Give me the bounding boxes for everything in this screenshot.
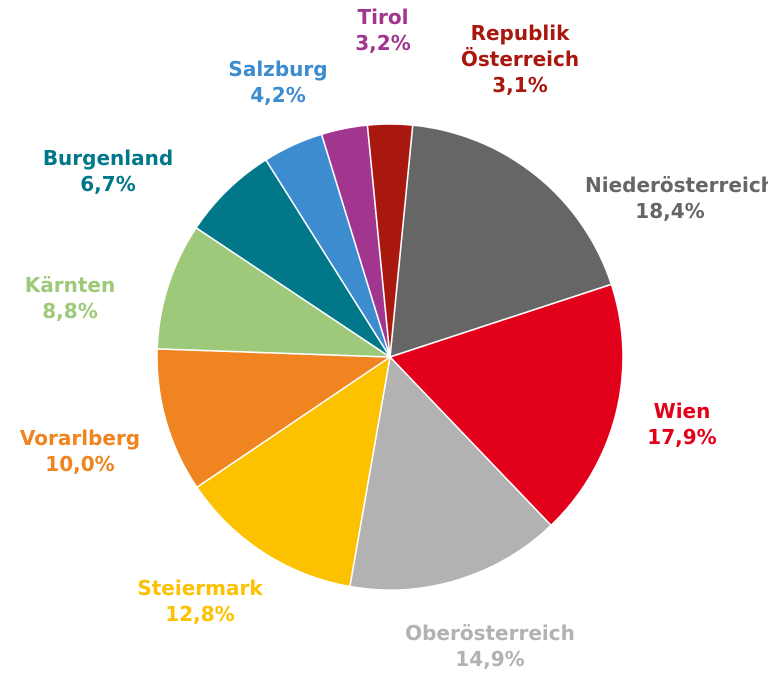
- category-name: Tirol: [357, 5, 409, 29]
- value-label: 4,2%: [250, 83, 306, 107]
- value-label: 14,9%: [455, 647, 525, 671]
- value-label: 6,7%: [80, 172, 136, 196]
- slice-label: Vorarlberg 10,0%: [0, 425, 165, 477]
- value-label: 8,8%: [42, 299, 98, 323]
- value-label: 12,8%: [165, 602, 235, 626]
- pie-slice: [348, 355, 553, 591]
- pie-slice: [195, 355, 392, 588]
- value-label: 18,4%: [635, 199, 705, 223]
- category-name: Kärnten: [24, 273, 116, 297]
- slice-label: Burgenland 6,7%: [23, 145, 193, 197]
- category-name: Republik Österreich: [460, 21, 580, 71]
- slice-label: Salzburg 4,2%: [193, 56, 363, 108]
- pie-slice: [388, 283, 624, 527]
- slice-label: Niederösterreich 18,4%: [585, 172, 768, 224]
- value-label: 10,0%: [45, 452, 115, 476]
- slice-label: Kärnten 8,8%: [0, 272, 155, 324]
- category-name: Vorarlberg: [19, 426, 141, 450]
- category-name: Niederösterreich: [585, 173, 768, 197]
- slice-label: Oberösterreich 14,9%: [405, 620, 575, 672]
- value-label: 3,1%: [492, 73, 548, 97]
- slice-label: Tirol 3,2%: [298, 4, 468, 56]
- category-name: Burgenland: [42, 146, 174, 170]
- category-name: Oberösterreich: [405, 621, 575, 645]
- pie-slice: [156, 226, 393, 358]
- pie-slice: [389, 124, 613, 359]
- slice-label: Steiermark 12,8%: [115, 575, 285, 627]
- value-label: 3,2%: [355, 31, 411, 55]
- category-name: Steiermark: [137, 576, 263, 600]
- slice-label: Republik Österreich 3,1%: [460, 20, 580, 98]
- category-name: Wien: [653, 399, 711, 423]
- value-label: 17,9%: [647, 425, 717, 449]
- pie-slice: [156, 348, 393, 489]
- slice-label: Wien 17,9%: [597, 398, 767, 450]
- category-name: Salzburg: [228, 57, 328, 81]
- pie-slice: [366, 123, 414, 358]
